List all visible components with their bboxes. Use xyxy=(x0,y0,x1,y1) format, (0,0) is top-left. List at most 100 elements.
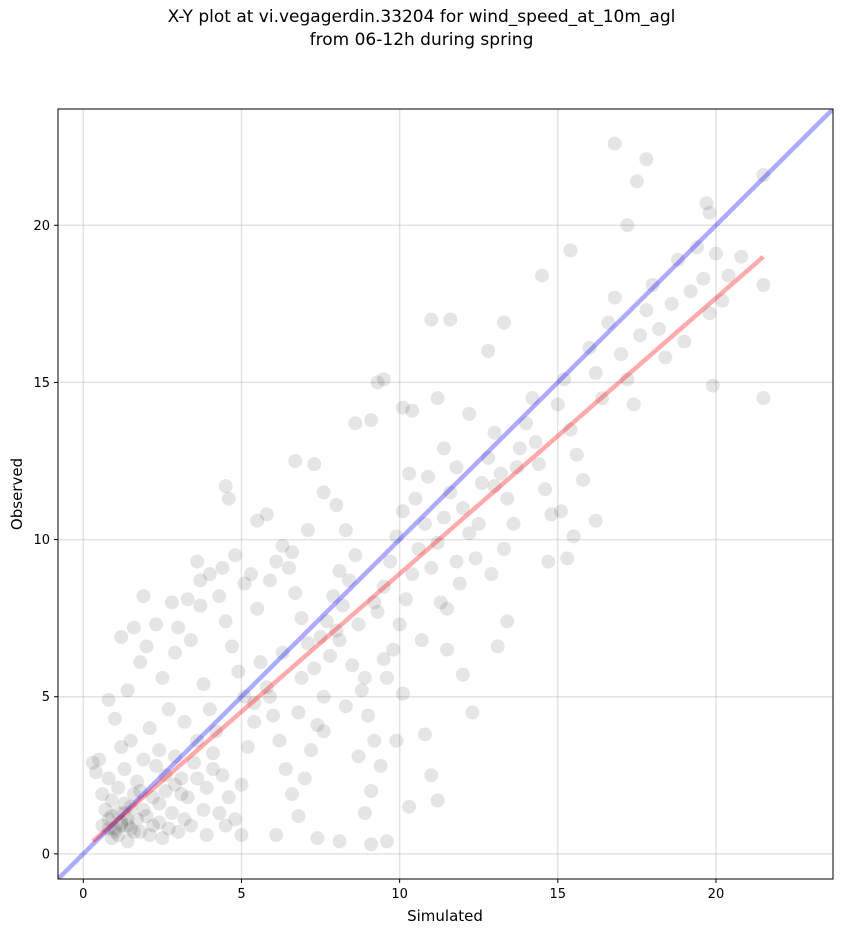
data-point xyxy=(411,542,426,556)
data-point xyxy=(145,790,160,805)
data-point xyxy=(215,768,230,783)
data-point xyxy=(376,372,391,387)
data-point xyxy=(392,617,407,632)
data-point xyxy=(164,595,179,610)
data-point xyxy=(383,554,398,569)
data-point xyxy=(620,218,635,233)
data-point xyxy=(234,777,249,792)
data-point xyxy=(440,642,455,657)
data-point xyxy=(639,152,654,167)
data-point xyxy=(652,322,667,336)
data-point xyxy=(269,828,284,842)
data-point xyxy=(326,589,341,604)
data-point xyxy=(136,802,151,817)
data-point xyxy=(702,205,717,220)
data-point xyxy=(114,630,129,644)
data-point xyxy=(541,554,556,569)
data-point xyxy=(278,762,293,776)
data-point xyxy=(133,784,148,798)
data-point xyxy=(149,617,164,632)
data-point xyxy=(307,661,322,676)
data-point xyxy=(370,604,385,619)
data-point xyxy=(376,579,391,594)
data-point xyxy=(316,485,331,500)
x-tick-label: 0 xyxy=(79,887,87,902)
plot-frame xyxy=(57,108,834,880)
data-point xyxy=(484,567,499,582)
x-tick-label: 20 xyxy=(708,887,725,902)
data-point xyxy=(88,765,103,780)
data-point xyxy=(250,513,265,528)
data-point xyxy=(120,834,135,849)
data-point xyxy=(269,554,284,569)
data-point xyxy=(497,542,512,556)
data-point xyxy=(474,476,489,490)
data-point xyxy=(329,623,344,638)
data-point xyxy=(424,312,439,327)
data-point xyxy=(430,535,445,550)
data-point xyxy=(664,296,679,311)
data-point xyxy=(342,573,357,588)
y-tick-label: 15 xyxy=(33,376,50,391)
data-point xyxy=(101,821,116,836)
data-point xyxy=(440,601,455,616)
reference-lines xyxy=(58,109,833,879)
data-point xyxy=(424,768,439,783)
data-point xyxy=(123,821,138,836)
data-point xyxy=(180,790,195,805)
data-point xyxy=(614,347,629,362)
data-point xyxy=(487,479,502,494)
data-point xyxy=(288,586,303,600)
data-point xyxy=(345,658,360,673)
data-point xyxy=(123,733,138,748)
data-point xyxy=(626,397,641,412)
data-point xyxy=(386,642,401,657)
data-point xyxy=(316,724,331,739)
data-point xyxy=(455,667,470,682)
data-point xyxy=(319,614,334,629)
data-point xyxy=(756,391,771,406)
data-point xyxy=(455,501,470,516)
data-point xyxy=(266,708,281,723)
data-point xyxy=(215,560,230,575)
data-point xyxy=(557,372,572,387)
y-tick-label: 5 xyxy=(42,690,50,705)
data-point xyxy=(313,630,328,644)
data-point xyxy=(417,516,432,531)
x-tick-label: 5 xyxy=(237,887,245,902)
data-point xyxy=(721,268,736,283)
data-point xyxy=(171,824,186,839)
data-point xyxy=(500,614,515,629)
data-point xyxy=(294,611,309,626)
data-point xyxy=(462,526,477,541)
data-point xyxy=(307,457,322,472)
data-point xyxy=(588,513,603,528)
data-point xyxy=(430,793,445,808)
data-point xyxy=(300,636,315,651)
data-point xyxy=(395,686,410,701)
y-axis-label: Observed xyxy=(8,458,26,530)
data-point xyxy=(107,711,122,726)
data-point xyxy=(493,466,508,481)
data-point xyxy=(126,620,141,635)
data-point xyxy=(199,780,214,795)
data-point xyxy=(114,818,129,833)
data-point xyxy=(111,806,126,820)
data-point xyxy=(452,576,467,591)
regression-line xyxy=(91,255,765,843)
data-point xyxy=(262,689,277,704)
data-point xyxy=(376,652,391,666)
data-point xyxy=(120,818,135,833)
data-point xyxy=(228,548,243,563)
data-point xyxy=(218,479,233,494)
x-tick-label: 10 xyxy=(391,887,408,902)
data-point xyxy=(560,551,575,566)
data-point xyxy=(487,425,502,440)
data-point xyxy=(430,391,445,406)
data-point xyxy=(202,702,217,717)
data-point xyxy=(715,293,730,308)
data-point xyxy=(351,749,366,764)
data-point xyxy=(117,806,132,820)
data-point xyxy=(449,554,464,569)
chart-title: X-Y plot at vi.vegagerdin.33204 for wind… xyxy=(0,6,843,52)
